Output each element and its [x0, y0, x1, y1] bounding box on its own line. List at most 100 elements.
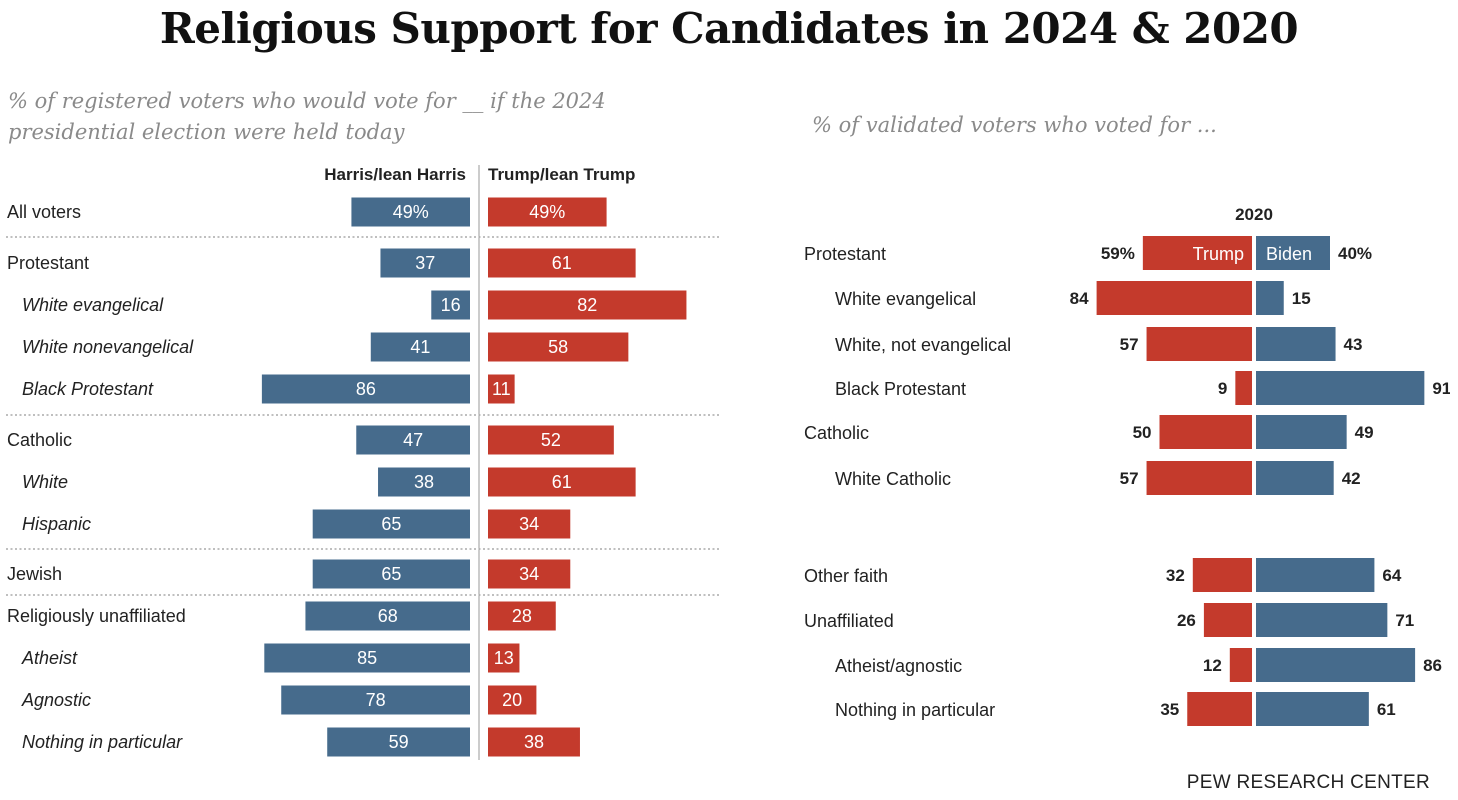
value-biden-protestant: 40%	[1338, 244, 1372, 263]
bar-trump-catholic	[488, 425, 614, 455]
bar-trump-white	[488, 467, 636, 497]
bar-trump-all-voters	[488, 197, 607, 227]
row-label-protestant: Protestant	[7, 253, 89, 273]
bar-trump-catholic	[1159, 415, 1252, 449]
bar-harris-catholic	[356, 425, 470, 455]
value-trump-agnostic: 20	[502, 690, 522, 710]
value-harris-white: 38	[414, 472, 434, 492]
left-chart-subtitle: % of registered voters who would vote fo…	[8, 89, 606, 144]
value-trump-religiously-unaffiliated: 28	[512, 606, 532, 626]
row-label-catholic: Catholic	[804, 423, 869, 443]
value-harris-nothing-in-particular: 59	[389, 732, 409, 752]
value-biden-atheist-agnostic: 86	[1423, 656, 1442, 675]
bar-trump-jewish	[488, 559, 571, 589]
value-trump-protestant: 59%	[1101, 244, 1135, 263]
bar-biden-other-faith	[1256, 558, 1375, 592]
bar-biden-catholic	[1256, 415, 1347, 449]
bar-harris-white	[378, 467, 470, 497]
value-biden-white-not-evangelical: 43	[1344, 335, 1363, 354]
bar-biden-white-evangelical	[1256, 281, 1284, 315]
column-header-trump: Trump/lean Trump	[488, 165, 635, 184]
bar-biden-black-protestant	[1256, 371, 1425, 405]
value-harris-religiously-unaffiliated: 68	[378, 606, 398, 626]
value-trump-nothing-in-particular: 35	[1160, 700, 1179, 719]
row-label-all-voters: All voters	[7, 202, 81, 222]
left-chart-2024: Harris/lean Harris Trump/lean Trump All vo…	[6, 165, 720, 760]
bar-harris-white-nonevangelical	[370, 332, 470, 362]
value-biden-white-evangelical: 15	[1292, 289, 1311, 308]
value-biden-nothing-in-particular: 61	[1377, 700, 1396, 719]
bar-harris-protestant	[380, 248, 470, 278]
bar-trump-agnostic	[488, 685, 537, 715]
bar-trump-white-nonevangelical	[488, 332, 629, 362]
bar-trump-white-catholic	[1146, 461, 1252, 495]
row-label-catholic: Catholic	[7, 430, 72, 450]
right-chart-2020: 2020 Protestant 59% 40% Trump Biden White evan…	[804, 205, 1450, 726]
value-harris-all-voters: 49%	[393, 202, 429, 222]
row-label-agnostic: Agnostic	[21, 690, 91, 710]
value-trump-catholic: 50	[1133, 423, 1152, 442]
bar-biden-white-catholic	[1256, 461, 1334, 495]
bar-trump-protestant	[488, 248, 636, 278]
value-biden-unaffiliated: 71	[1395, 611, 1414, 630]
bar-trump-atheist	[488, 643, 520, 673]
bar-trump-white-not-evangelical	[1146, 327, 1252, 361]
value-biden-black-protestant: 91	[1432, 379, 1450, 398]
column-header-harris: Harris/lean Harris	[324, 165, 466, 184]
bar-trump-atheist-agnostic	[1229, 648, 1252, 682]
row-label-other-faith: Other faith	[804, 566, 888, 586]
value-trump-white-catholic: 57	[1120, 469, 1139, 488]
year-header: 2020	[1235, 205, 1273, 224]
bar-trump-white-evangelical	[488, 290, 687, 320]
bar-trump-other-faith	[1192, 558, 1252, 592]
value-trump-atheist: 13	[494, 648, 514, 668]
row-label-black-protestant: Black Protestant	[22, 379, 154, 399]
bar-biden-protestant	[1256, 236, 1330, 270]
bar-trump-black-protestant	[1235, 371, 1252, 405]
value-trump-white-evangelical: 82	[577, 295, 597, 315]
value-harris-catholic: 47	[403, 430, 423, 450]
value-trump-white-nonevangelical: 58	[548, 337, 568, 357]
row-label-jewish: Jewish	[7, 564, 62, 584]
bar-harris-agnostic	[281, 685, 470, 715]
value-harris-hispanic: 65	[381, 514, 401, 534]
bar-harris-nothing-in-particular	[327, 727, 470, 757]
right-chart-subtitle: % of validated voters who voted for ...	[812, 113, 1217, 137]
row-label-white-catholic: White Catholic	[835, 469, 951, 489]
value-harris-protestant: 37	[415, 253, 435, 273]
row-label-white: White	[22, 472, 68, 492]
bar-trump-protestant	[1142, 236, 1252, 270]
row-label-white-not-evangelical: White, not evangelical	[835, 335, 1011, 355]
bar-trump-nothing-in-particular	[1187, 692, 1252, 726]
bar-biden-white-not-evangelical	[1256, 327, 1336, 361]
row-label-white-evangelical: White evangelical	[835, 289, 976, 309]
row-label-religiously-unaffiliated: Religiously unaffiliated	[7, 606, 186, 626]
bar-trump-white-evangelical	[1096, 281, 1252, 315]
legend-label-trump: Trump	[1193, 244, 1244, 264]
value-biden-other-faith: 64	[1382, 566, 1401, 585]
value-trump-all-voters: 49%	[529, 202, 565, 222]
bar-biden-unaffiliated	[1256, 603, 1388, 637]
bar-harris-jewish	[312, 559, 470, 589]
row-label-white-nonevangelical: White nonevangelical	[22, 337, 194, 357]
row-label-nothing-in-particular: Nothing in particular	[22, 732, 183, 752]
bar-trump-religiously-unaffiliated	[488, 601, 556, 631]
bar-harris-hispanic	[312, 509, 470, 539]
value-trump-white-not-evangelical: 57	[1120, 335, 1139, 354]
bar-biden-atheist-agnostic	[1256, 648, 1416, 682]
bar-trump-black-protestant	[488, 374, 515, 404]
value-trump-nothing-in-particular: 38	[524, 732, 544, 752]
value-harris-black-protestant: 86	[356, 379, 376, 399]
row-label-unaffiliated: Unaffiliated	[804, 611, 894, 631]
value-trump-catholic: 52	[541, 430, 561, 450]
bar-harris-religiously-unaffiliated	[305, 601, 470, 631]
value-trump-atheist-agnostic: 12	[1203, 656, 1222, 675]
value-trump-white-evangelical: 84	[1070, 289, 1089, 308]
bar-harris-all-voters	[351, 197, 470, 227]
value-harris-agnostic: 78	[366, 690, 386, 710]
value-trump-unaffiliated: 26	[1177, 611, 1196, 630]
value-trump-protestant: 61	[552, 253, 572, 273]
row-label-atheist: Atheist	[21, 648, 78, 668]
value-biden-white-catholic: 42	[1342, 469, 1361, 488]
